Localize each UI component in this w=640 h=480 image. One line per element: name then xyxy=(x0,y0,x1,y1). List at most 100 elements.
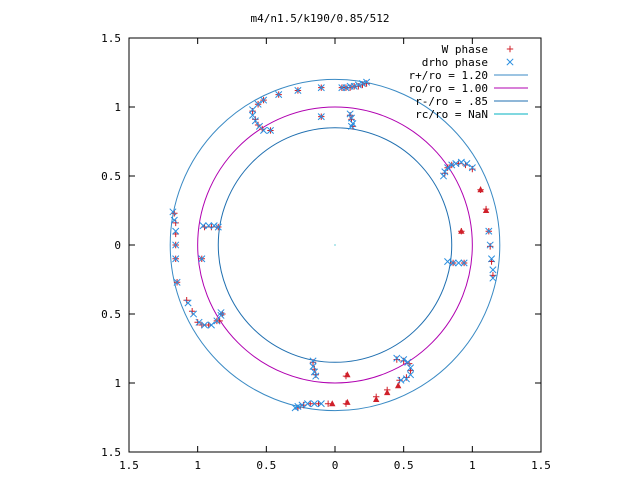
legend-label: W phase xyxy=(442,43,488,56)
triangle-point xyxy=(394,382,402,389)
w-phase-point xyxy=(324,400,332,407)
drho-phase-point xyxy=(489,274,497,282)
x-tick-label: 0.5 xyxy=(256,459,276,472)
drho-phase-point xyxy=(294,86,302,94)
drho-phase-point xyxy=(347,114,356,122)
drho-phase-point xyxy=(393,354,401,362)
drho-phase-point xyxy=(169,208,177,216)
w-phase-point xyxy=(249,107,256,115)
drho-phase-point xyxy=(184,299,192,307)
drho-phase-point xyxy=(195,318,203,326)
drho-phase-point xyxy=(310,368,318,376)
y-tick-label: 1.5 xyxy=(101,446,121,459)
drho-phase-point xyxy=(210,222,218,230)
drho-phase-point xyxy=(170,216,178,224)
w-phase-point xyxy=(346,112,354,119)
drho-phase-point xyxy=(217,311,225,319)
drho-phase-point xyxy=(402,375,410,383)
drho-phase-point xyxy=(468,164,476,172)
drho-phase-point xyxy=(358,79,367,88)
drho-phase-point xyxy=(346,110,354,118)
y-tick-label: 1 xyxy=(114,377,121,390)
drho-phase-point xyxy=(189,310,198,318)
drho-phase-point xyxy=(449,259,457,267)
drho-phase-point xyxy=(303,400,312,408)
triangle-point xyxy=(344,398,351,405)
reference-circle xyxy=(197,106,473,384)
reference-circle xyxy=(169,78,501,412)
triangle-point xyxy=(344,371,351,378)
data-points xyxy=(169,78,497,412)
drho-phase-point xyxy=(460,259,468,267)
drho-phase-point xyxy=(172,227,180,235)
w-phase-point xyxy=(172,219,179,227)
legend-marker xyxy=(506,58,514,66)
triangle-point xyxy=(458,227,465,234)
chart-title: m4/n1.5/k190/0.85/512 xyxy=(250,12,389,25)
legend-marker xyxy=(506,45,514,53)
reference-circles xyxy=(169,78,501,412)
drho-phase-point xyxy=(317,113,325,121)
drho-phase-point xyxy=(200,321,209,329)
w-phase-point xyxy=(312,371,319,378)
legend-label: ro/ro = 1.00 xyxy=(409,82,488,95)
drho-phase-point xyxy=(444,258,452,266)
drho-phase-point xyxy=(317,84,325,92)
w-phase-point xyxy=(363,80,370,87)
drho-phase-point xyxy=(441,168,449,176)
y-tick-label: 1 xyxy=(114,101,121,114)
legend-label: rc/ro = NaN xyxy=(415,108,488,121)
drho-phase-point xyxy=(266,126,275,135)
drho-phase-point xyxy=(275,91,283,99)
drho-phase-point xyxy=(486,241,494,249)
y-tick-label: 0 xyxy=(114,239,121,252)
drho-phase-point xyxy=(249,111,257,119)
drho-phase-point xyxy=(448,161,456,169)
w-phase-point xyxy=(183,297,190,304)
center-dot xyxy=(334,244,336,246)
w-phase-point xyxy=(359,81,366,89)
drho-phase-point xyxy=(489,266,497,274)
drho-phase-point xyxy=(291,404,299,412)
drho-phase-point xyxy=(488,255,496,263)
drho-phase-point xyxy=(338,84,346,92)
x-tick-label: 0.5 xyxy=(394,459,414,472)
drho-phase-point xyxy=(457,158,465,166)
triangle-point xyxy=(373,396,380,403)
w-phase-point xyxy=(393,356,400,363)
drho-phase-point xyxy=(452,160,460,168)
legend-label: drho phase xyxy=(422,56,488,69)
x-tick-label: 0 xyxy=(332,459,339,472)
drho-phase-point xyxy=(298,401,306,409)
drho-phase-point xyxy=(198,255,206,263)
drho-phase-point xyxy=(312,372,320,380)
drho-phase-point xyxy=(254,100,262,108)
triangle-point xyxy=(329,400,336,407)
drho-phase-point xyxy=(249,106,257,114)
drho-phase-point xyxy=(217,309,225,317)
w-phase-point xyxy=(396,377,403,384)
y-tick-label: 1.5 xyxy=(101,32,121,45)
w-phase-point xyxy=(208,223,215,231)
axis-ticks: 1.5 1 0.5 0 0.5 1 1.51.510.500.511.5 xyxy=(101,32,551,472)
drho-phase-point xyxy=(173,278,181,286)
drho-phase-point xyxy=(404,358,412,366)
x-tick-label: 1 xyxy=(194,459,201,472)
drho-phase-point xyxy=(463,160,471,168)
drho-phase-point xyxy=(199,222,207,230)
triangle-point xyxy=(482,207,490,213)
drho-phase-point xyxy=(397,376,405,384)
drho-phase-point xyxy=(207,321,215,329)
drho-phase-point xyxy=(317,400,325,408)
drho-phase-point xyxy=(347,122,356,130)
triangle-point xyxy=(383,389,391,396)
x-tick-label: 1 xyxy=(469,459,476,472)
drho-phase-point xyxy=(309,362,317,370)
drho-phase-point xyxy=(260,126,268,135)
x-tick-label: 1.5 xyxy=(531,459,551,472)
triangle-point xyxy=(477,186,484,193)
w-phase-point xyxy=(252,116,259,123)
legend-label: r+/ro = 1.20 xyxy=(409,69,488,82)
